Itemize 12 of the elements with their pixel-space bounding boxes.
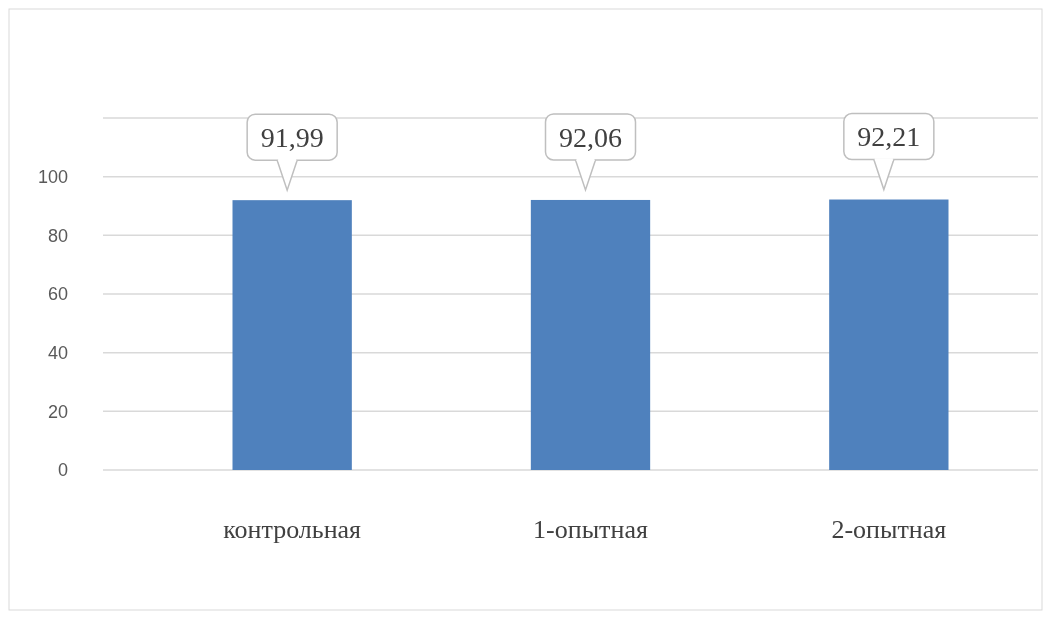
data-label: 92,21: [857, 121, 921, 153]
x-tick-label: 2-опытная: [831, 515, 947, 544]
x-tick-label: контрольная: [223, 515, 362, 544]
y-tick-label: 60: [47, 284, 68, 305]
y-tick-label: 100: [37, 166, 68, 187]
y-tick-label: 80: [47, 225, 68, 246]
y-tick-label: 40: [47, 342, 68, 363]
data-label: 91,99: [260, 121, 324, 153]
x-tick-label: 1-опытная: [533, 515, 648, 544]
y-tick-label: 0: [57, 460, 68, 481]
y-tick-label: 20: [47, 401, 68, 422]
data-label: 92,06: [559, 121, 622, 153]
